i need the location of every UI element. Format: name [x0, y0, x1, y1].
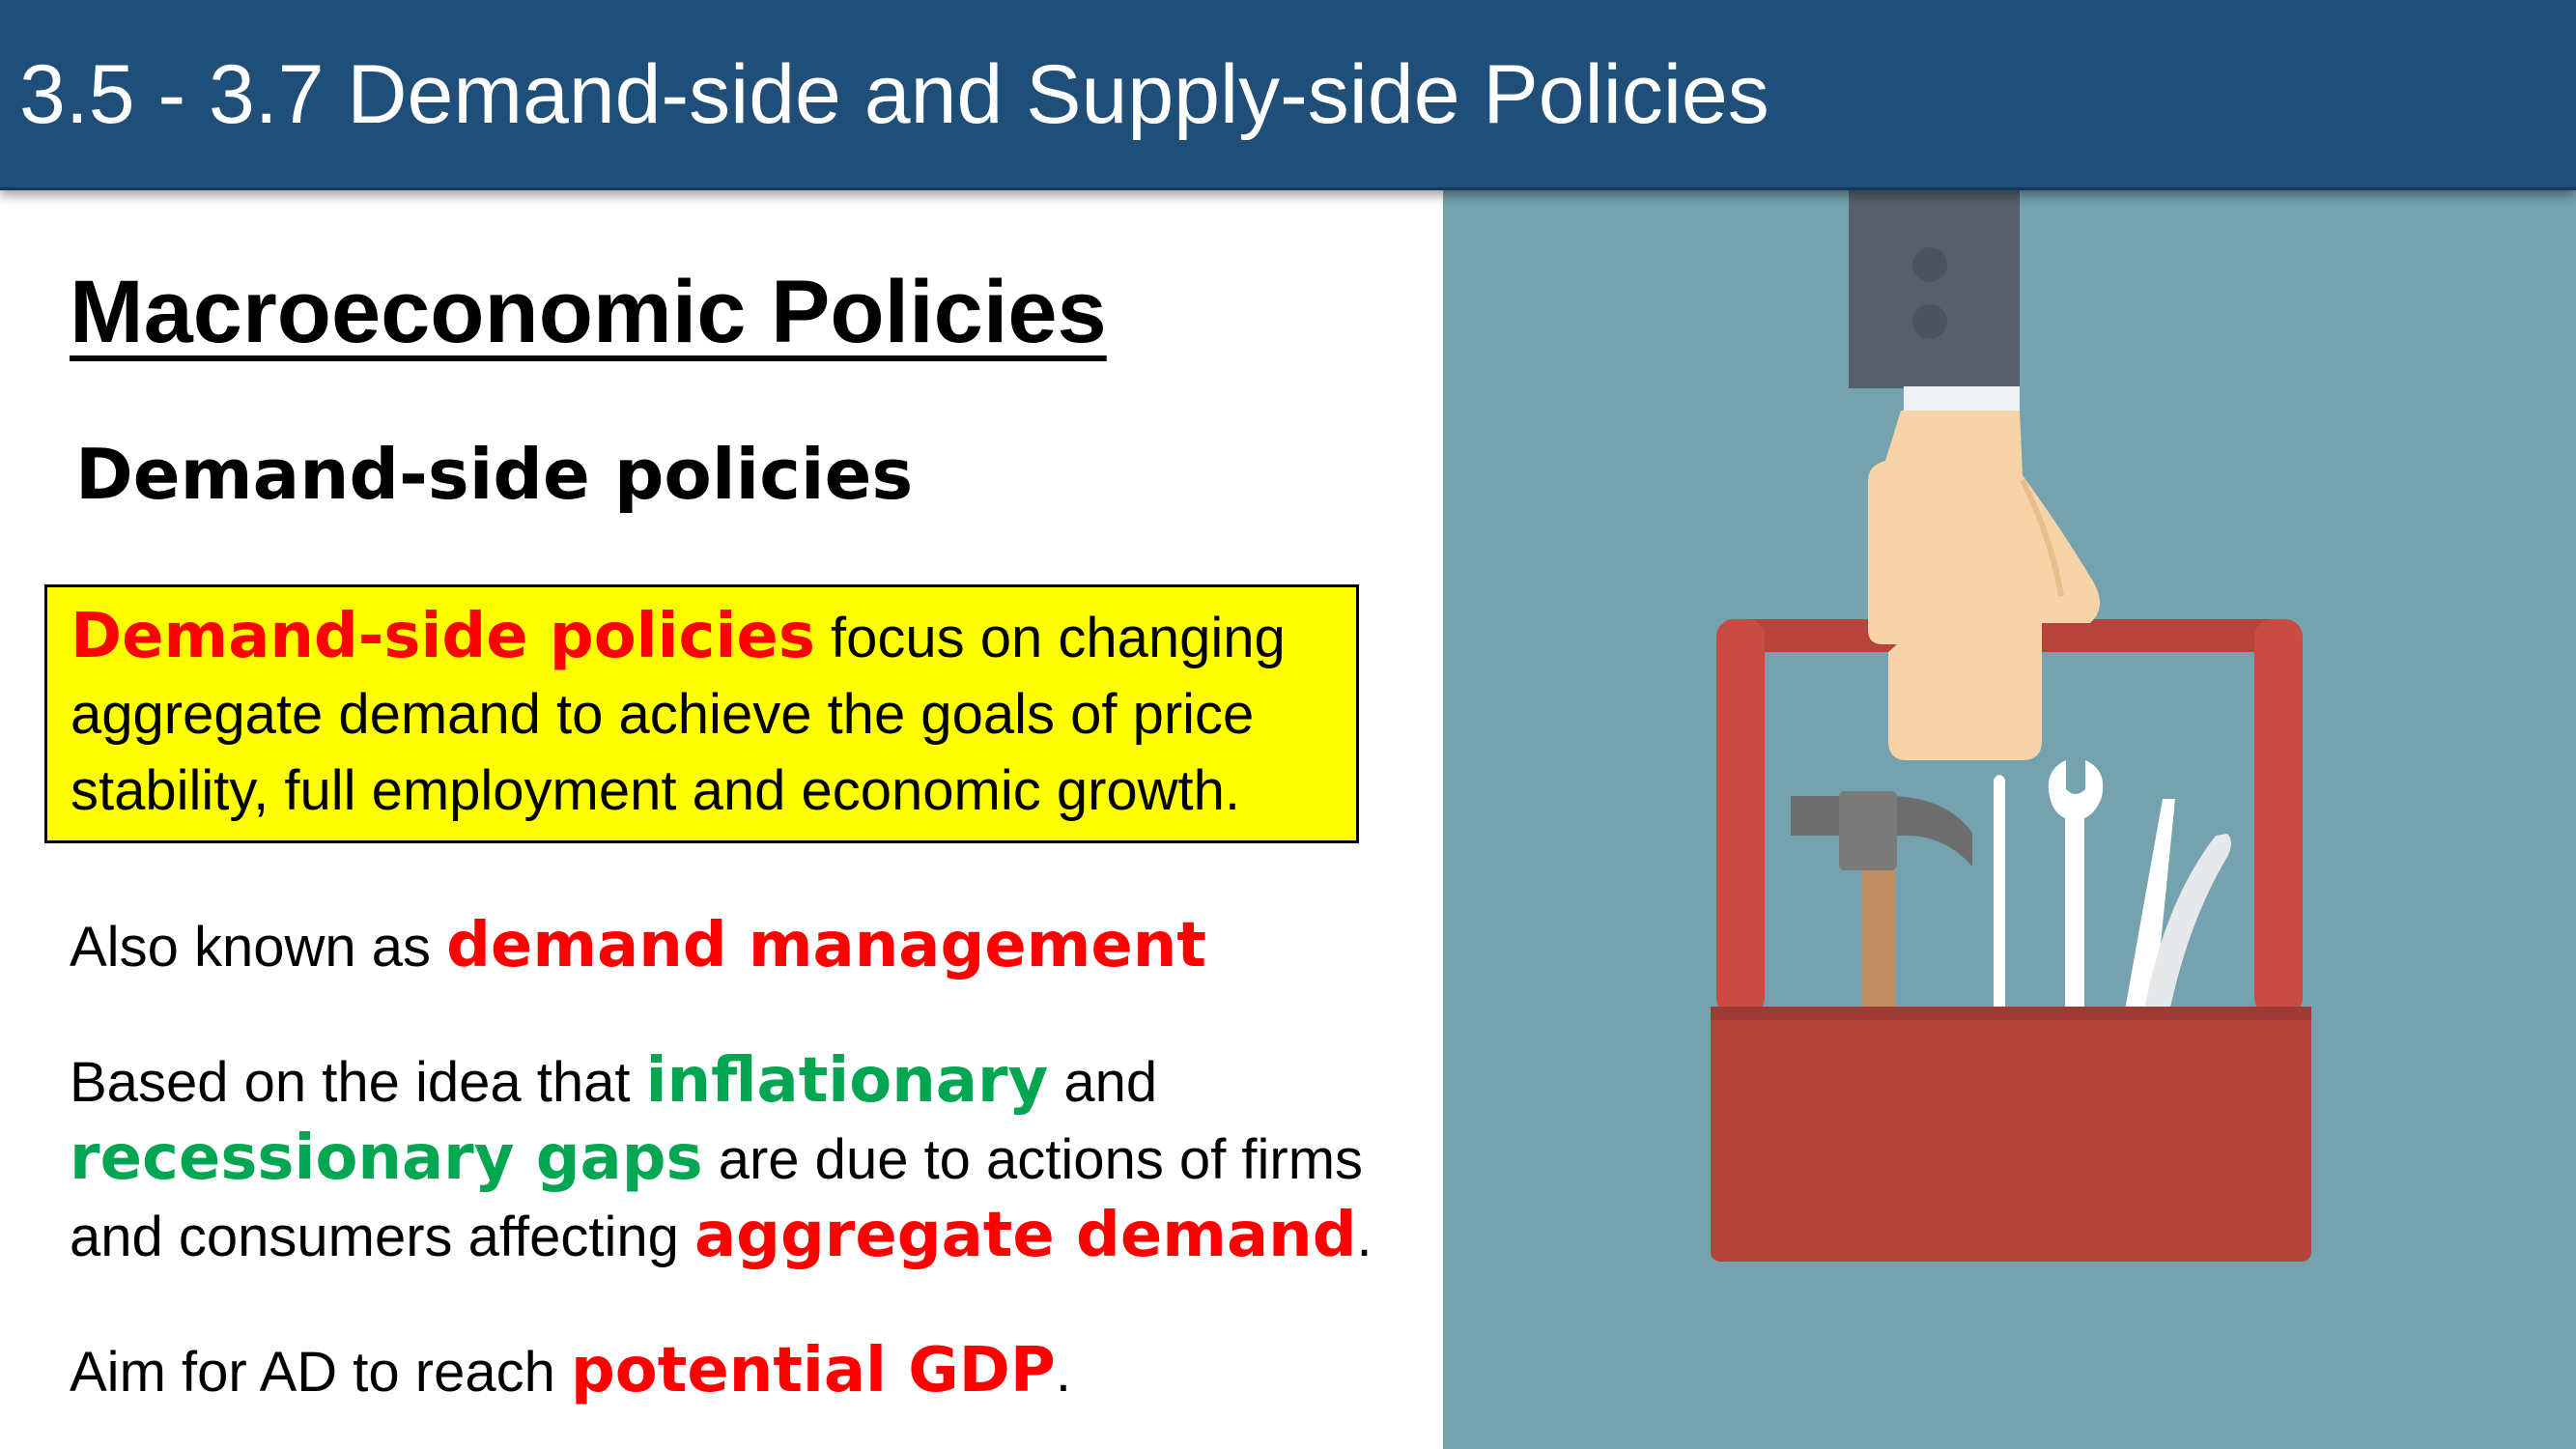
screwdriver-icon [1994, 775, 2005, 1021]
based-on-prefix: Based on the idea that [70, 1051, 646, 1114]
title-bar: 3.5 - 3.7 Demand-side and Supply-side Po… [0, 0, 2576, 190]
based-on-suffix: . [1356, 1206, 1373, 1268]
definition-box: Demand-side policies focus on changing a… [44, 584, 1359, 843]
sub-heading: Demand-side policies [75, 434, 914, 515]
inflationary-term: inflationary [645, 1045, 1049, 1117]
also-known-prefix: Also known as [70, 916, 447, 979]
definition-line-2: aggregate demand to achieve the goals of… [71, 683, 1255, 746]
demand-management-term: demand management [446, 910, 1206, 981]
definition-text-1: focus on changing [814, 607, 1286, 669]
based-on-middle: are due to actions of firms [702, 1128, 1364, 1191]
definition-line-1: Demand-side policies focus on changing [71, 599, 1333, 676]
based-on-line3-prefix: and consumers affecting [70, 1206, 694, 1268]
pliers-icon [2123, 799, 2231, 1021]
potential-gdp-term: potential GDP [570, 1335, 1056, 1406]
based-on-paragraph: Based on the idea that inflationary and … [70, 1043, 1402, 1275]
toolbox-illustration [1443, 190, 2576, 1449]
aim-prefix: Aim for AD to reach [70, 1341, 571, 1404]
hand-holding-toolbox-icon [1711, 190, 2311, 1262]
definition-line-3: stability, full employment and economic … [71, 759, 1241, 822]
slide-title: 3.5 - 3.7 Demand-side and Supply-side Po… [19, 48, 1769, 141]
definition-term: Demand-side policies [71, 601, 815, 672]
hammer-icon [1791, 791, 1972, 1016]
also-known-paragraph: Also known as demand management [70, 908, 1402, 985]
main-heading: Macroeconomic Policies [70, 263, 1107, 361]
aggregate-demand-term: aggregate demand [694, 1200, 1357, 1271]
aim-suffix: . [1055, 1341, 1071, 1404]
recessionary-gaps-term: recessionary gaps [70, 1122, 703, 1194]
aim-paragraph: Aim for AD to reach potential GDP. [70, 1333, 1402, 1410]
based-on-and: and [1048, 1051, 1158, 1114]
wrench-icon [2048, 760, 2104, 1021]
